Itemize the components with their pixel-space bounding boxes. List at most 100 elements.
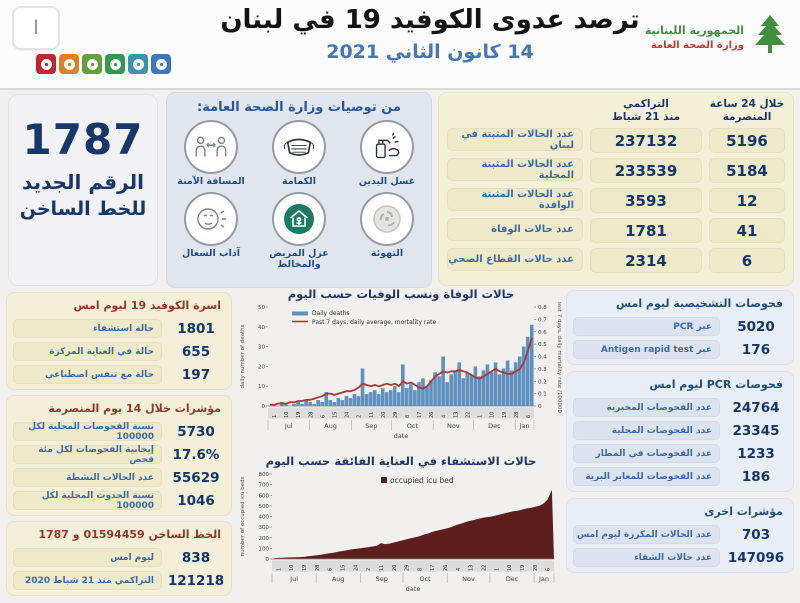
svg-text:700: 700	[259, 483, 270, 489]
svg-text:15: 15	[341, 565, 347, 571]
svg-text:Dec: Dec	[488, 422, 501, 430]
stat-row: 1046 نسبة الحدوث المحلية لكل 100000	[13, 491, 225, 511]
svg-text:0.7: 0.7	[538, 317, 547, 323]
table-row: 6 2314 عدد حالات القطاع الصحي	[447, 248, 785, 274]
svg-text:0.2: 0.2	[538, 379, 547, 385]
svg-text:Past 7 days, daily average, mo: Past 7 days, daily average, mortality ra…	[312, 319, 436, 326]
svg-text:Nov: Nov	[462, 575, 475, 583]
svg-text:800: 800	[259, 472, 270, 478]
svg-text:6: 6	[526, 415, 532, 418]
stat-label: نسبة الفحوصات المحلية لكل 100000	[13, 422, 162, 442]
category-squares-icon	[36, 54, 171, 74]
svg-text:17: 17	[430, 565, 436, 571]
svg-text:26: 26	[429, 412, 435, 418]
stat-value: 5020	[737, 318, 775, 335]
svg-text:500: 500	[259, 504, 270, 510]
stat-value: 24764	[732, 399, 780, 416]
svg-text:11: 11	[369, 412, 375, 418]
logo-republic-line: الجمهورية اللبنانية	[644, 23, 744, 37]
table-row: 12 3593 عدد الحالات المثبتة الوافدة	[447, 188, 785, 214]
svg-text:50: 50	[258, 305, 265, 311]
svg-text:10: 10	[490, 412, 496, 418]
svg-text:0: 0	[538, 404, 542, 410]
stat-row: 703 عدد الحالات المكررة ليوم امس	[573, 525, 787, 544]
svg-text:40: 40	[258, 325, 265, 331]
svg-text:8: 8	[405, 415, 411, 418]
recommendation-label: الكمامة	[282, 176, 316, 187]
svg-text:1: 1	[276, 568, 282, 571]
svg-text:15: 15	[333, 412, 339, 418]
svg-text:Sep: Sep	[365, 422, 377, 430]
svg-text:Oct: Oct	[407, 422, 419, 430]
stat-label: حالة مع تنفس اصطناعي	[13, 365, 162, 384]
stat-value: 655	[181, 343, 211, 360]
section-title: فحوصات التشخيصية ليوم امس	[615, 297, 783, 310]
svg-text:6: 6	[328, 568, 334, 571]
svg-text:date: date	[406, 585, 421, 593]
svg-text:400: 400	[259, 515, 270, 521]
hand-wash-icon	[360, 120, 414, 174]
stat-value: 1801	[177, 320, 215, 337]
svg-text:10: 10	[258, 384, 265, 390]
svg-text:29: 29	[405, 565, 411, 571]
summary-table: خلال 24 ساعة المنصرمة التراكمي منذ 21 شب…	[438, 92, 794, 286]
value-24h: 6	[709, 248, 785, 274]
chart-title: حالات الاستشفاء في العناية الفائقة حسب ا…	[265, 454, 537, 468]
stat-row: 23345 عدد الفحوصات المحلية	[573, 421, 787, 440]
stat-label: عبر PCR	[573, 317, 720, 336]
recommendation-ventilation: التهوئة	[343, 192, 431, 270]
hotline-caption-1: الرقم الجديد	[22, 170, 144, 194]
section-title: الخط الساخن 01594459 و 1787	[38, 528, 221, 541]
value-24h: 5196	[709, 128, 785, 154]
svg-text:19: 19	[520, 565, 526, 571]
svg-text:13: 13	[469, 565, 475, 571]
svg-text:4: 4	[456, 568, 462, 571]
svg-text:2: 2	[357, 415, 363, 418]
svg-text:20: 20	[381, 412, 387, 418]
table-row: 41 1781 عدد حالات الوفاة	[447, 218, 785, 244]
stat-value: 176	[741, 341, 771, 358]
stat-value: 5730	[177, 423, 215, 440]
stat-label: عدد حالات الشفاء	[573, 548, 720, 567]
stat-value: 55629	[172, 469, 220, 486]
cough-etiquette-icon	[184, 192, 238, 247]
left-stats-column: اسرة الكوفيد 19 ليوم امس 1801 حالة استشف…	[6, 292, 232, 596]
title-block: ترصد عدوى الكوفيد 19 في لبنان 14 كانون ا…	[210, 5, 650, 63]
svg-text:2: 2	[366, 568, 372, 571]
recommendation-mask: الكمامة	[255, 120, 343, 187]
svg-text:24: 24	[345, 412, 351, 418]
ventilation-icon	[360, 192, 414, 247]
value-24h: 5184	[709, 158, 785, 184]
svg-text:22: 22	[482, 565, 488, 571]
hotline-calls-section: الخط الساخن 01594459 و 1787 838 ليوم امس…	[6, 521, 232, 596]
stat-row: 655 حالة في العناية المركزة	[13, 342, 225, 361]
safe-distance-icon	[184, 120, 238, 174]
stat-row: 17.6% إيجابية الفحوصات لكل مئة فحص	[13, 445, 225, 465]
svg-text:19: 19	[502, 412, 508, 418]
stat-label: عدد الفحوصات في المطار	[573, 444, 720, 463]
stat-row: 5730 نسبة الفحوصات المحلية لكل 100000	[13, 422, 225, 442]
value-cumulative: 233539	[590, 158, 702, 184]
stat-row: 24764 عدد الفحوصات المخبرية	[573, 398, 787, 417]
svg-text:0.4: 0.4	[538, 355, 547, 361]
logo-text: الجمهورية اللبنانية وزارة الصحة العامة	[645, 24, 744, 51]
stat-label: عدد الفحوصات المخبرية	[573, 398, 720, 417]
svg-text:daily number of deaths: daily number of deaths	[240, 324, 246, 388]
col-header-24h: خلال 24 ساعة المنصرمة	[709, 98, 785, 123]
recommendations-panel: من توصيات وزارة الصحة العامة: غسل اليدين	[166, 92, 432, 288]
stat-value: 1046	[177, 492, 215, 509]
stat-value: 121218	[167, 572, 225, 589]
isolation-icon	[272, 192, 326, 247]
corner-button[interactable]: ا	[12, 6, 60, 50]
value-cumulative: 3593	[590, 188, 702, 214]
hotline-panel: 1787 الرقم الجديد للخط الساخن	[8, 94, 158, 286]
svg-text:28: 28	[514, 412, 520, 418]
section-title: اسرة الكوفيد 19 ليوم امس	[73, 299, 221, 312]
logo-ministry-line: وزارة الصحة العامة	[650, 39, 744, 51]
value-24h: 41	[709, 218, 785, 244]
recommendation-label: المسافة الآمنة	[177, 176, 245, 187]
table-row: 5184 233539 عدد الحالات المثبتة المحلية	[447, 158, 785, 184]
svg-text:0.1: 0.1	[538, 392, 547, 398]
svg-text:10: 10	[289, 565, 295, 571]
svg-text:Aug: Aug	[324, 422, 337, 430]
